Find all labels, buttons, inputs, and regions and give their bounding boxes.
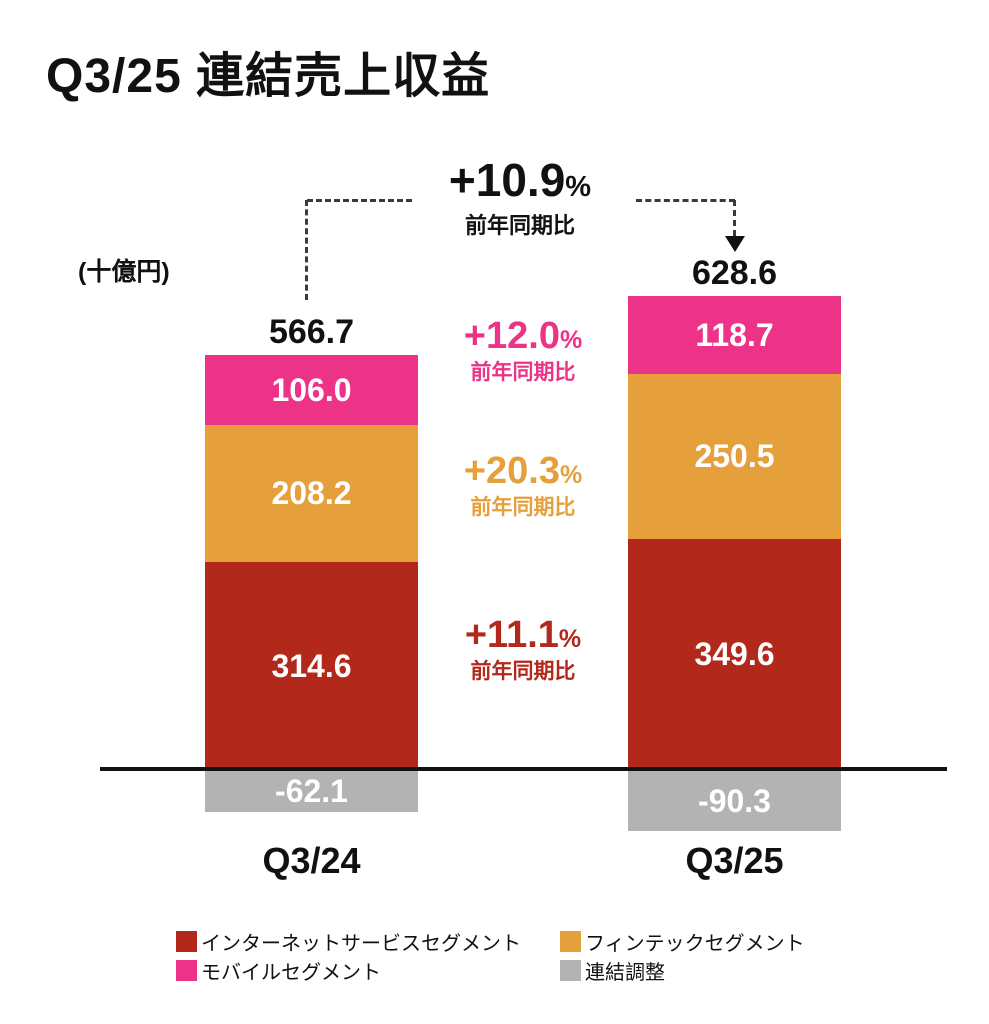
mobile-yoy-callout: +12.0% 前年同期比 [428, 316, 618, 385]
bar-segment: 314.6 [205, 562, 418, 770]
legend-item-fintech: フィンテックセグメント [560, 929, 805, 955]
legend-label-adjustment: 連結調整 [585, 961, 665, 984]
segment-value-label: 118.7 [695, 316, 774, 353]
legend-item-mobile: モバイルセグメント [176, 958, 381, 984]
segment-value-label: 349.6 [694, 636, 775, 672]
bar-total-label: 566.7 [268, 313, 355, 351]
bar-segment: 208.2 [205, 425, 418, 562]
fintech-yoy-sublabel: 前年同期比 [470, 496, 576, 519]
segment-value-label: 250.5 [694, 438, 775, 474]
bar-segment: -90.3 [628, 771, 841, 831]
percent-sign: % [559, 326, 583, 354]
legend-item-internet-services: インターネットサービスセグメント [176, 929, 521, 955]
legend-swatch-fintech [560, 930, 581, 952]
unit-label: (十億円) [78, 258, 170, 286]
connector-dashed-right-vertical [733, 200, 736, 236]
legend-item-adjustment: 連結調整 [560, 958, 665, 984]
bar-segment: 118.7 [628, 296, 841, 374]
percent-sign: % [565, 171, 592, 203]
bar-segment: 250.5 [628, 374, 841, 539]
fintech-yoy-callout: +20.3% 前年同期比 [428, 451, 618, 520]
segment-value-label: 208.2 [271, 475, 352, 511]
segment-value-label: 314.6 [271, 647, 352, 684]
legend-swatch-internet-services [176, 930, 197, 952]
bar-segment: 106.0 [205, 355, 418, 425]
internet-services-yoy-callout: +11.1% 前年同期比 [428, 615, 618, 684]
legend-label-fintech: フィンテックセグメント [585, 932, 805, 955]
total-yoy-sublabel: 前年同期比 [464, 213, 575, 238]
total-yoy-value: +10.9% [448, 154, 592, 206]
legend-swatch-mobile [176, 959, 197, 981]
segment-value-label: -90.3 [698, 782, 771, 819]
category-label-q3-24: Q3/24 [262, 840, 361, 881]
bar-segment: 349.6 [628, 539, 841, 770]
connector-dashed-right-horizontal [636, 199, 735, 202]
segment-value-label: 106.0 [271, 371, 352, 408]
page-title: Q3/25 連結売上収益 [46, 50, 491, 103]
connector-dashed-left-vertical [305, 200, 308, 300]
percent-sign: % [558, 625, 582, 653]
segment-value-label: -62.1 [275, 773, 348, 809]
arrow-down-icon [725, 236, 745, 252]
bar-total-label: 628.6 [691, 254, 778, 292]
internet-services-yoy-sublabel: 前年同期比 [470, 660, 576, 683]
zero-baseline [100, 767, 947, 771]
legend-swatch-adjustment [560, 959, 581, 981]
connector-dashed-left-horizontal [307, 199, 412, 202]
total-yoy-callout: +10.9% 前年同期比 [420, 156, 620, 239]
legend-label-internet-services: インターネットサービスセグメント [201, 932, 521, 955]
bar-segment: -62.1 [205, 771, 418, 812]
mobile-yoy-sublabel: 前年同期比 [470, 361, 576, 384]
percent-sign: % [559, 461, 583, 489]
category-label-q3-25: Q3/25 [685, 840, 784, 881]
legend-label-mobile: モバイルセグメント [201, 961, 381, 984]
